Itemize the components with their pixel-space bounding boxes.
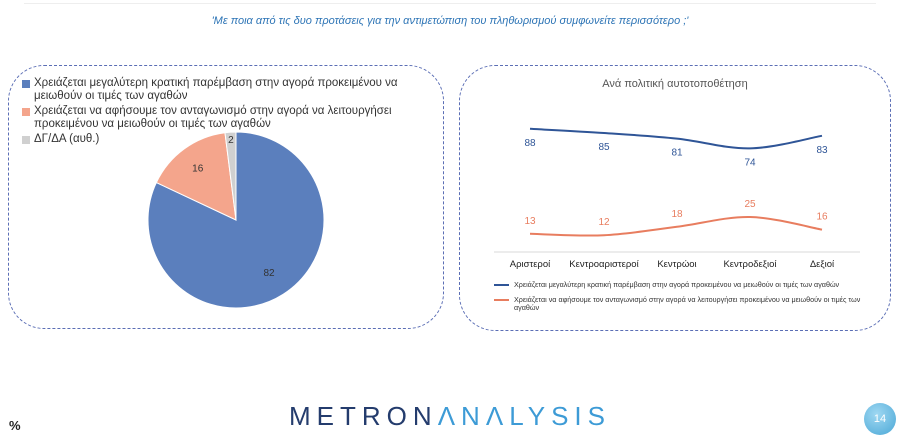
- line-data-label: 88: [524, 138, 536, 149]
- brand-logo-part1: METRON: [289, 401, 438, 431]
- line-data-label: 12: [598, 217, 610, 228]
- line-data-label: 83: [816, 145, 828, 156]
- line-data-label: 25: [744, 199, 756, 210]
- line-chart-panel: [459, 65, 891, 331]
- pie-legend: Χρειάζεται μεγαλύτερη κρατική παρέμβαση …: [22, 77, 442, 148]
- line-legend-label: Χρειάζεται να αφήσουμε τον ανταγωνισμό σ…: [514, 294, 861, 312]
- brand-logo: METRONΛNΛLYSIS: [0, 401, 900, 432]
- x-tick-label: Κεντρώοι: [657, 259, 696, 270]
- line-legend-label: Χρειάζεται μεγαλύτερη κρατική παρέμβαση …: [514, 280, 840, 289]
- pie-slice: [147, 131, 325, 309]
- pie-data-label: 2: [228, 135, 234, 146]
- line-chart: Αριστεροί Κεντροαριστεροί Κεντρώοι Κεντροδε…: [494, 127, 860, 270]
- pie-legend-swatch: [22, 80, 30, 88]
- pie-legend-swatch: [22, 108, 30, 116]
- line-legend-swatch: [494, 298, 509, 301]
- pie-data-label: 16: [192, 163, 204, 174]
- x-tick-label: Αριστεροί: [510, 259, 551, 270]
- page-number-badge: 14: [864, 403, 896, 435]
- line-data-label: 18: [671, 209, 683, 220]
- x-tick-label: Δεξιοί: [810, 259, 835, 270]
- percent-unit-label: %: [9, 418, 21, 433]
- brand-logo-part2: ΛNΛLYSIS: [437, 401, 611, 431]
- pie-legend-label: ΔΓ/ΔΑ (αυθ.): [34, 133, 100, 145]
- line-data-label: 13: [524, 216, 536, 227]
- pie-legend-swatch: [22, 136, 30, 144]
- line-legend-item: Χρειάζεται μεγαλύτερη κρατική παρέμβαση …: [494, 280, 874, 290]
- pie-chart: 82 16 2: [147, 131, 325, 309]
- line-series: [529, 127, 823, 150]
- line-legend-swatch: [494, 284, 509, 286]
- pie-legend-label: Χρειάζεται μεγαλύτερη κρατική παρέμβαση …: [34, 77, 398, 102]
- line-series: [529, 215, 823, 237]
- line-legend: Χρειάζεται μεγαλύτερη κρατική παρέμβαση …: [494, 280, 874, 319]
- pie-data-label: 82: [263, 268, 275, 279]
- line-legend-item: Χρειάζεται να αφήσουμε τον ανταγωνισμό σ…: [494, 294, 874, 313]
- pie-slice: [224, 131, 237, 221]
- pie-legend-item: ΔΓ/ΔΑ (αυθ.): [22, 133, 442, 146]
- line-data-label: 16: [816, 212, 828, 223]
- pie-legend-item: Χρειάζεται να αφήσουμε τον ανταγωνισμό σ…: [22, 105, 442, 131]
- line-data-label: 74: [744, 157, 756, 168]
- pie-legend-item: Χρειάζεται μεγαλύτερη κρατική παρέμβαση …: [22, 77, 442, 103]
- top-divider: [24, 3, 876, 4]
- survey-question: 'Με ποια από τις δυο προτάσεις για την α…: [211, 15, 689, 27]
- line-data-label: 81: [671, 148, 683, 159]
- line-chart-title: Ανά πολιτική αυτοτοποθέτηση: [602, 78, 748, 90]
- pie-legend-label: Χρειάζεται να αφήσουμε τον ανταγωνισμό σ…: [34, 105, 392, 130]
- x-tick-label: Κεντροαριστεροί: [569, 259, 639, 270]
- pie-slice: [155, 132, 237, 221]
- line-data-label: 85: [598, 142, 610, 153]
- x-tick-label: Κεντροδεξιοί: [723, 259, 777, 270]
